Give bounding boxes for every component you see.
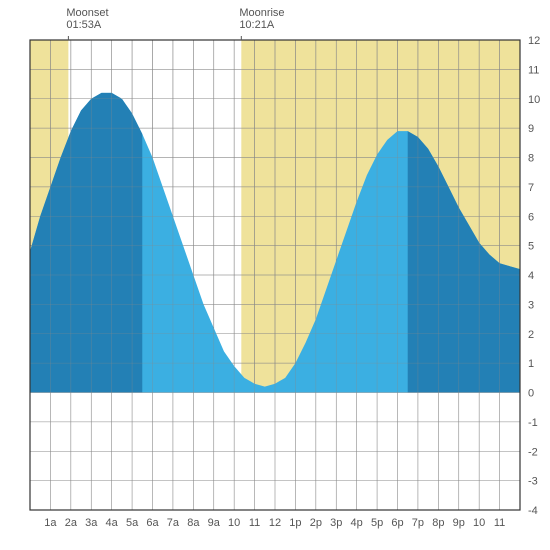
x-tick-label: 8a — [187, 517, 200, 529]
x-tick-label: 9a — [208, 517, 221, 529]
x-tick-label: 1a — [44, 517, 57, 529]
x-tick-label: 1p — [289, 517, 301, 529]
x-tick-label: 6p — [391, 517, 403, 529]
x-tick-label: 4p — [351, 517, 363, 529]
x-tick-label: 12 — [269, 517, 281, 529]
x-tick-label: 11 — [494, 517, 505, 529]
y-tick-label: 7 — [528, 182, 534, 194]
moonrise-time: 10:21A — [239, 19, 275, 31]
y-tick-label: -2 — [528, 446, 538, 458]
x-tick-label: 3p — [330, 517, 342, 529]
y-tick-label: 10 — [528, 94, 540, 106]
x-tick-label: 2p — [310, 517, 322, 529]
y-tick-label: 5 — [528, 241, 534, 253]
moonset-time: 01:53A — [66, 19, 102, 31]
y-tick-label: -3 — [528, 476, 538, 488]
chart-svg: Moonset01:53A Moonrise10:21A 1a 2a 3a 4a 5a 6a 7… — [0, 0, 550, 550]
x-tick-label: 7a — [167, 517, 180, 529]
y-tick-label: 3 — [528, 299, 534, 311]
y-tick-label: 0 — [528, 388, 534, 400]
y-tick-label: 9 — [528, 123, 534, 135]
y-tick-label: 1 — [528, 358, 534, 370]
x-tick-label: 7p — [412, 517, 424, 529]
x-tick-label: 5a — [126, 517, 139, 529]
x-tick-label: 9p — [453, 517, 465, 529]
x-tick-label: 10 — [473, 517, 485, 529]
y-tick-label: 4 — [528, 270, 534, 282]
moonset-label: Moonset — [66, 7, 108, 19]
x-tick-label: 3a — [85, 517, 98, 529]
tide-chart: Moonset01:53A Moonrise10:21A 1a 2a 3a 4a 5a 6a 7… — [0, 0, 550, 550]
y-tick-label: 2 — [528, 329, 534, 341]
x-tick-label: 8p — [432, 517, 444, 529]
y-tick-label: 6 — [528, 211, 534, 223]
x-tick-label: 4a — [106, 517, 119, 529]
y-tick-label: -4 — [528, 505, 538, 517]
x-tick-label: 5p — [371, 517, 383, 529]
y-tick-label: 11 — [528, 64, 539, 76]
x-tick-label: 2a — [65, 517, 78, 529]
x-tick-label: 6a — [146, 517, 159, 529]
y-tick-label: 8 — [528, 153, 534, 165]
y-tick-label: 12 — [528, 35, 540, 47]
x-tick-label: 11 — [249, 517, 260, 529]
moonrise-label: Moonrise — [239, 7, 284, 19]
y-tick-label: -1 — [528, 417, 538, 429]
x-tick-label: 10 — [228, 517, 240, 529]
